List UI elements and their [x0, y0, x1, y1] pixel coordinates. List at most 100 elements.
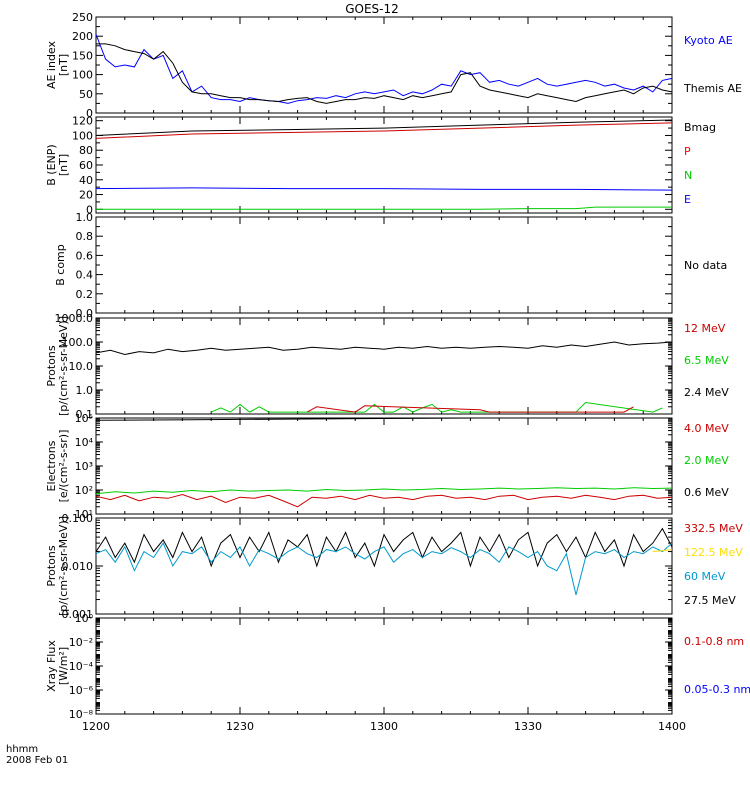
- panel-ae: 0 50 100 150 200 250 AE index [nT] Kyoto AE Themi…: [45, 11, 742, 120]
- time-axis-label: hhmm: [6, 744, 38, 755]
- y-axis-label: [W/m²]: [57, 647, 70, 685]
- y-tick-label: 10⁻⁶: [69, 684, 94, 697]
- y-axis-label: [nT]: [57, 154, 70, 176]
- y-axis-label: [p/(cm²-s-sr-MeV)]: [57, 316, 70, 416]
- panel-bcomp: 0.0 0.2 0.4 0.6 0.8 1.0 B comp No data: [54, 211, 727, 320]
- legend-entry-2-4-mev: 2.4 MeV: [684, 386, 729, 399]
- legend-entry-2-0-mev: 2.0 MeV: [684, 454, 729, 467]
- y-tick-label: 10²: [75, 484, 93, 497]
- y-tick-label: 200: [72, 30, 93, 43]
- y-axis-label: Protons: [45, 345, 58, 386]
- legend-entry-27-5-mev: 27.5 MeV: [684, 594, 736, 607]
- series-line-themis-ae: [96, 43, 673, 104]
- legend-entry-4-0-mev: 4.0 MeV: [684, 422, 729, 435]
- y-tick-label: 0.0: [76, 307, 94, 320]
- y-tick-label: 10¹: [75, 508, 93, 521]
- x-tick-label: 1230: [226, 720, 254, 733]
- panel-protons_high: 0.001 0.010 0.100 Protons [p/(cm²-s-sr-MeV)]…: [45, 512, 743, 621]
- legend-entry-bmag: Bmag: [684, 121, 716, 134]
- y-tick-label: 0.8: [76, 230, 94, 243]
- panel-protons_low: 0.1 1.0 10.0 100.0 1000.0 Protons [p/(cm²-s-sr…: [45, 312, 729, 421]
- y-axis-label: Protons: [45, 545, 58, 586]
- date-label: 2008 Feb 01: [6, 755, 68, 766]
- y-tick-label: 1.0: [76, 211, 94, 224]
- x-tick-label: 1400: [658, 720, 686, 733]
- y-axis-label: B (ENP): [45, 144, 58, 185]
- y-tick-label: 0.1: [76, 408, 94, 421]
- y-tick-label: 1000.0: [55, 312, 94, 325]
- chart-title: GOES-12: [345, 2, 399, 16]
- panel-frame: [95, 216, 673, 314]
- y-tick-label: 10⁴: [75, 436, 94, 449]
- legend-entry-themis-ae: Themis AE: [683, 82, 742, 95]
- y-tick-label: 10⁻⁴: [69, 660, 94, 673]
- y-axis-label: AE index: [45, 40, 58, 89]
- series-line-6-5-mev: [210, 401, 663, 413]
- x-tick-label: 1330: [514, 720, 542, 733]
- y-tick-label: 10⁻²: [69, 636, 93, 649]
- y-tick-label: 10³: [75, 460, 93, 473]
- series-line-2-0-mev: [95, 487, 673, 495]
- legend-entry-no-data: No data: [684, 259, 727, 272]
- y-tick-label: 1.0: [76, 384, 94, 397]
- series-line-kyoto-ae: [95, 34, 673, 104]
- series-line-12-mev: [306, 405, 634, 413]
- y-tick-label: 0.100: [62, 512, 94, 525]
- y-axis-label: [nT]: [57, 54, 70, 76]
- y-tick-label: 0: [86, 203, 93, 216]
- y-tick-label: 10.0: [69, 360, 94, 373]
- panel-xray: 10⁻⁸ 10⁻⁶ 10⁻⁴ 10⁻² 10⁰ Xray Flux [W/m²] 0.1-0.…: [45, 612, 750, 721]
- series-line-2-4-mev: [95, 341, 673, 356]
- y-axis-label: B comp: [54, 244, 67, 286]
- y-tick-label: 40: [79, 174, 93, 187]
- y-tick-label: 120: [72, 115, 93, 128]
- y-tick-label: 0.001: [62, 608, 94, 621]
- series-line-4-0-mev: [95, 493, 673, 508]
- series-line-0-6-mev: [95, 417, 672, 421]
- y-tick-label: 0: [86, 107, 93, 120]
- panel-frame: [95, 417, 673, 515]
- y-tick-label: 100: [72, 69, 93, 82]
- y-tick-label: 0.2: [76, 288, 94, 301]
- panel-electrons: 10¹ 10² 10³ 10⁴ 10⁵ Electrons [e/(cm²-s-sr)] 4.…: [45, 412, 729, 521]
- legend-entry-p: P: [684, 145, 691, 158]
- y-tick-label: 80: [79, 144, 93, 157]
- y-tick-label: 20: [79, 189, 93, 202]
- legend-entry-kyoto-ae: Kyoto AE: [684, 34, 733, 47]
- y-tick-label: 60: [79, 159, 93, 172]
- legend-entry-12-mev: 12 MeV: [684, 322, 726, 335]
- legend-entry-n: N: [684, 169, 692, 182]
- series-line-bmag: [95, 119, 673, 136]
- y-axis-label: [p/(cm²-s-sr-MeV)]: [57, 516, 70, 616]
- y-tick-label: 100: [72, 129, 93, 142]
- series-line-122-5-mev: [652, 549, 673, 553]
- series-line-p: [95, 122, 673, 139]
- y-axis-label: Electrons: [45, 440, 58, 491]
- y-tick-label: 0.6: [76, 249, 94, 262]
- legend-entry-122-5-mev: 122.5 MeV: [684, 546, 743, 559]
- y-axis-label: [e/(cm²-s-sr)]: [57, 430, 70, 503]
- y-tick-label: 10⁵: [75, 412, 93, 425]
- series-line-27-5-mev: [95, 527, 673, 568]
- series-line-n: [96, 206, 672, 210]
- y-tick-label: 10⁻⁸: [69, 708, 94, 721]
- x-tick-label: 1200: [82, 720, 110, 733]
- legend-entry-e: E: [684, 193, 691, 206]
- series-line-60-mev: [95, 542, 673, 596]
- x-tick-label: 1300: [370, 720, 398, 733]
- y-tick-label: 10⁰: [75, 612, 94, 625]
- legend-entry-0-1-0-8-nm: 0.1-0.8 nm: [684, 635, 744, 648]
- legend-entry-0-6-mev: 0.6 MeV: [684, 486, 729, 499]
- panel-frame: [95, 617, 673, 715]
- y-tick-label: 150: [72, 49, 93, 62]
- panel-frame: [95, 317, 673, 415]
- panel-frame: [95, 16, 673, 114]
- y-tick-label: 100.0: [62, 336, 94, 349]
- series-line-e: [95, 187, 673, 191]
- y-tick-label: 50: [79, 88, 93, 101]
- y-axis-label: Xray Flux: [45, 640, 58, 692]
- legend-entry-0-05-0-3-nm: 0.05-0.3 nm: [684, 683, 750, 696]
